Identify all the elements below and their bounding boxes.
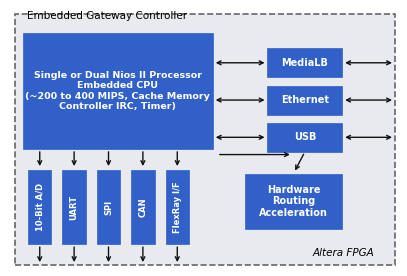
- FancyBboxPatch shape: [15, 14, 395, 265]
- Text: USB: USB: [294, 132, 316, 142]
- Text: Hardware
Routing
Acceleration: Hardware Routing Acceleration: [259, 185, 328, 218]
- Text: CAN: CAN: [138, 197, 147, 217]
- Text: 10-Bit A/D: 10-Bit A/D: [35, 183, 44, 231]
- Text: UART: UART: [70, 195, 79, 219]
- Text: Embedded Gateway Controller: Embedded Gateway Controller: [27, 11, 187, 21]
- Text: MediaLB: MediaLB: [281, 58, 328, 68]
- FancyBboxPatch shape: [131, 170, 155, 244]
- Text: SPI: SPI: [104, 200, 113, 214]
- Text: Altera FPGA: Altera FPGA: [313, 248, 374, 258]
- FancyBboxPatch shape: [23, 33, 213, 149]
- Text: Ethernet: Ethernet: [281, 95, 329, 105]
- Text: Single or Dual Nios II Processor
Embedded CPU
(~200 to 400 MIPS, Cache Memory
Co: Single or Dual Nios II Processor Embedde…: [25, 71, 210, 111]
- FancyBboxPatch shape: [267, 123, 342, 152]
- FancyBboxPatch shape: [166, 170, 189, 244]
- FancyBboxPatch shape: [267, 48, 342, 77]
- FancyBboxPatch shape: [28, 170, 51, 244]
- Text: FlexRay I/F: FlexRay I/F: [173, 181, 182, 233]
- FancyBboxPatch shape: [62, 170, 86, 244]
- FancyBboxPatch shape: [245, 174, 342, 229]
- FancyBboxPatch shape: [97, 170, 120, 244]
- FancyBboxPatch shape: [267, 86, 342, 115]
